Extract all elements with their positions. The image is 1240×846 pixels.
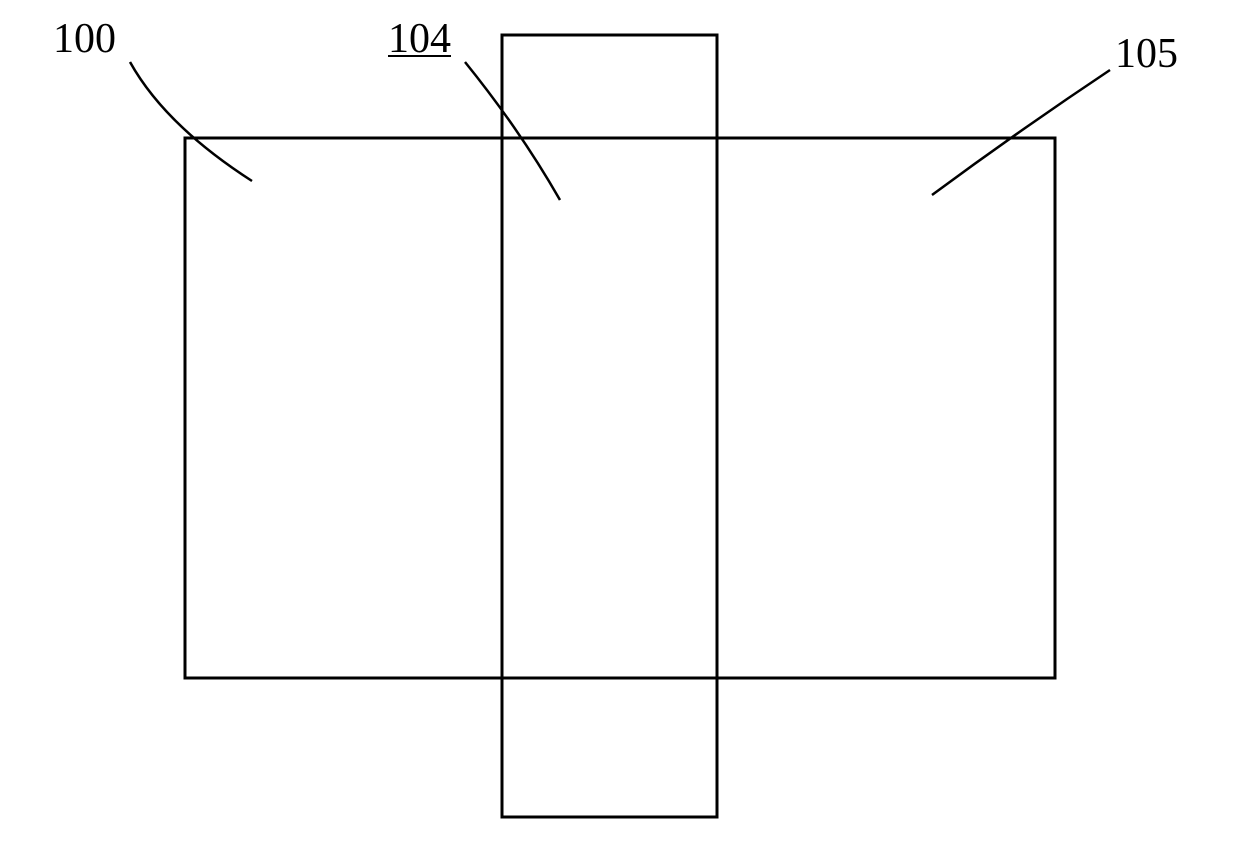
label-100: 100	[53, 15, 116, 63]
leader-line-105	[932, 70, 1110, 195]
horizontal-rect	[185, 138, 1055, 678]
label-105: 105	[1115, 30, 1178, 78]
vertical-rect	[502, 35, 717, 817]
diagram-svg	[0, 0, 1240, 841]
leader-line-104	[465, 62, 560, 200]
label-104: 104	[388, 15, 451, 63]
leader-line-100	[130, 62, 252, 181]
diagram-container: 100 104 105	[0, 0, 1240, 841]
